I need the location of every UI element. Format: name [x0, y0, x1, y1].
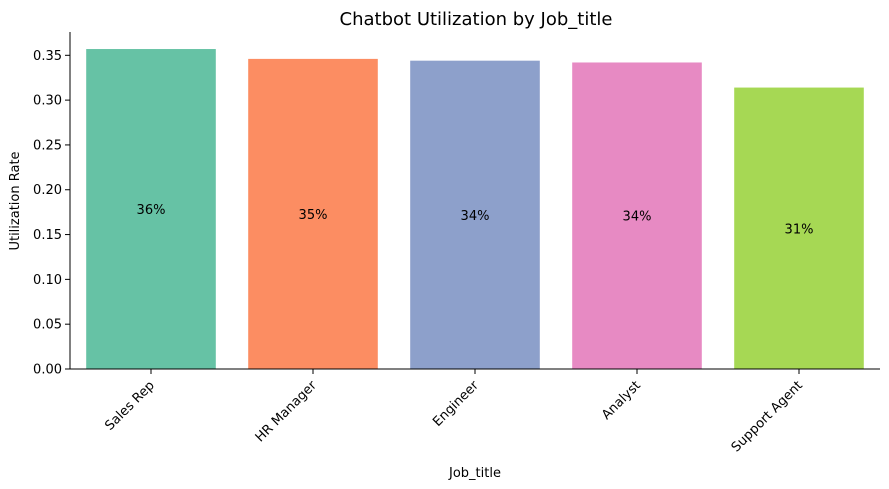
bar-analyst	[572, 62, 702, 370]
data-label: 31%	[785, 222, 814, 237]
data-label: 36%	[137, 203, 166, 218]
x-tick-label: Sales Rep	[102, 378, 157, 433]
bars-group	[86, 49, 864, 370]
data-label: 34%	[461, 209, 490, 224]
bar-support-agent	[734, 87, 864, 369]
y-axis-label: Utilization Rate	[8, 151, 23, 250]
x-ticks-group: Sales Rep HR Manager Engineer Analyst Suppor…	[102, 369, 806, 455]
y-tick-label: 0.10	[33, 273, 62, 288]
y-tick-label: 0.30	[33, 94, 62, 109]
y-tick-label: 0.35	[33, 49, 62, 64]
bar-labels-group: 36% 35% 34% 34% 31%	[137, 203, 814, 237]
x-tick-label: Engineer	[430, 378, 482, 430]
data-label: 35%	[299, 208, 328, 223]
bar-sales-rep	[86, 49, 216, 369]
y-ticks-group: 0.00 0.05 0.10 0.15 0.20 0.25 0.30 0.35	[33, 49, 70, 378]
y-tick-label: 0.15	[33, 228, 62, 243]
x-axis-label: Job_title	[448, 466, 501, 481]
y-tick-label: 0.00	[33, 363, 62, 378]
y-tick-label: 0.25	[33, 138, 62, 153]
y-tick-label: 0.20	[33, 183, 62, 198]
bar-hr-manager	[248, 58, 378, 369]
x-tick-label: Support Agent	[729, 378, 806, 455]
x-tick-label: HR Manager	[253, 378, 321, 446]
data-label: 34%	[623, 210, 652, 225]
bar-engineer	[410, 60, 540, 370]
chart-title: Chatbot Utilization by Job_title	[340, 9, 613, 30]
x-tick-label: Analyst	[599, 378, 644, 423]
y-tick-label: 0.05	[33, 318, 62, 333]
